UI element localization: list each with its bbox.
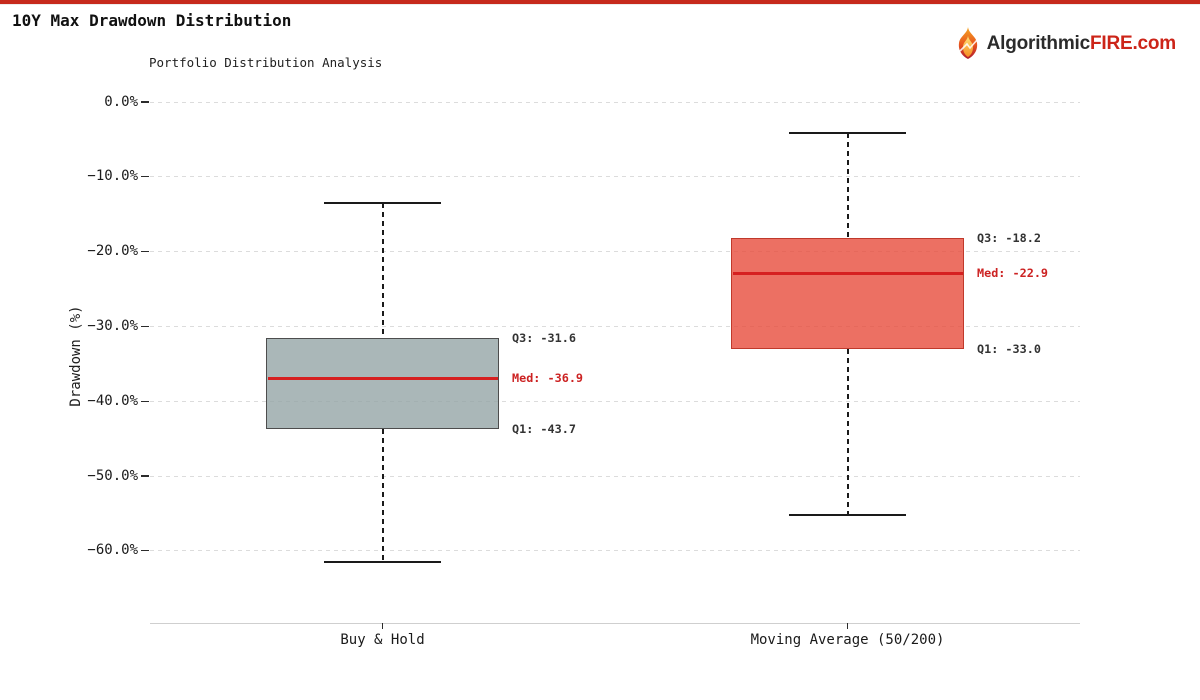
gridline: [150, 475, 1080, 477]
brand-name-left: Algorithmic: [986, 33, 1091, 54]
annotation-q1: Q1: -33.0: [977, 341, 1041, 356]
annotation-q3: Q3: -31.6: [512, 331, 576, 346]
brand-logo: AlgorithmicFIRE.com: [954, 27, 1176, 61]
brand-name-right: FIRE.com: [1089, 33, 1176, 54]
y-tick-label: −60.0%: [87, 542, 138, 559]
y-tick-mark: [141, 250, 149, 253]
y-tick-label: −40.0%: [87, 392, 138, 409]
lower-whisker-cap: [789, 513, 906, 516]
upper-whisker: [381, 202, 384, 339]
x-tick-mark: [846, 623, 849, 629]
annotation-q3: Q3: -18.2: [977, 231, 1041, 246]
y-tick-label: 0.0%: [104, 93, 138, 110]
annotation-median: Med: -22.9: [977, 266, 1049, 281]
gridline: [150, 325, 1080, 327]
y-tick-mark: [141, 325, 149, 328]
gridline: [150, 251, 1080, 253]
annotation-median: Med: -36.9: [512, 371, 584, 385]
x-tick-mark: [381, 623, 384, 629]
brand-name: AlgorithmicFIRE.com: [986, 33, 1177, 55]
flame-icon: [954, 27, 982, 61]
gridline: [150, 400, 1080, 402]
median-line: [267, 376, 498, 380]
lower-whisker: [381, 428, 384, 563]
y-tick-label: −30.0%: [87, 317, 138, 334]
lower-whisker: [846, 348, 849, 515]
y-tick-mark: [141, 400, 149, 402]
box-iqr: [731, 238, 964, 349]
chart-title: Portfolio Distribution Analysis: [149, 55, 383, 70]
x-category-label: Buy & Hold: [340, 632, 425, 648]
y-tick-mark: [141, 101, 149, 103]
y-tick-label: −20.0%: [87, 243, 138, 260]
upper-whisker-cap: [789, 131, 906, 134]
median-line: [732, 271, 963, 275]
gridline: [150, 101, 1080, 103]
gridline: [150, 550, 1080, 552]
gridline: [150, 176, 1080, 178]
lower-whisker-cap: [324, 561, 441, 564]
annotation-q1: Q1: -43.7: [512, 421, 576, 436]
top-accent-bar: [0, 0, 1200, 5]
x-axis-line: [150, 623, 1080, 624]
y-tick-mark: [141, 176, 149, 178]
y-tick-mark: [141, 475, 149, 477]
y-tick-label: −50.0%: [87, 467, 138, 484]
y-tick-label: −10.0%: [87, 168, 138, 185]
upper-whisker: [846, 132, 849, 239]
x-category-label: Moving Average (50/200): [750, 632, 945, 648]
upper-whisker-cap: [324, 201, 441, 204]
box-iqr: [266, 338, 499, 429]
page-title: 10Y Max Drawdown Distribution: [12, 11, 292, 30]
y-tick-mark: [141, 550, 149, 552]
